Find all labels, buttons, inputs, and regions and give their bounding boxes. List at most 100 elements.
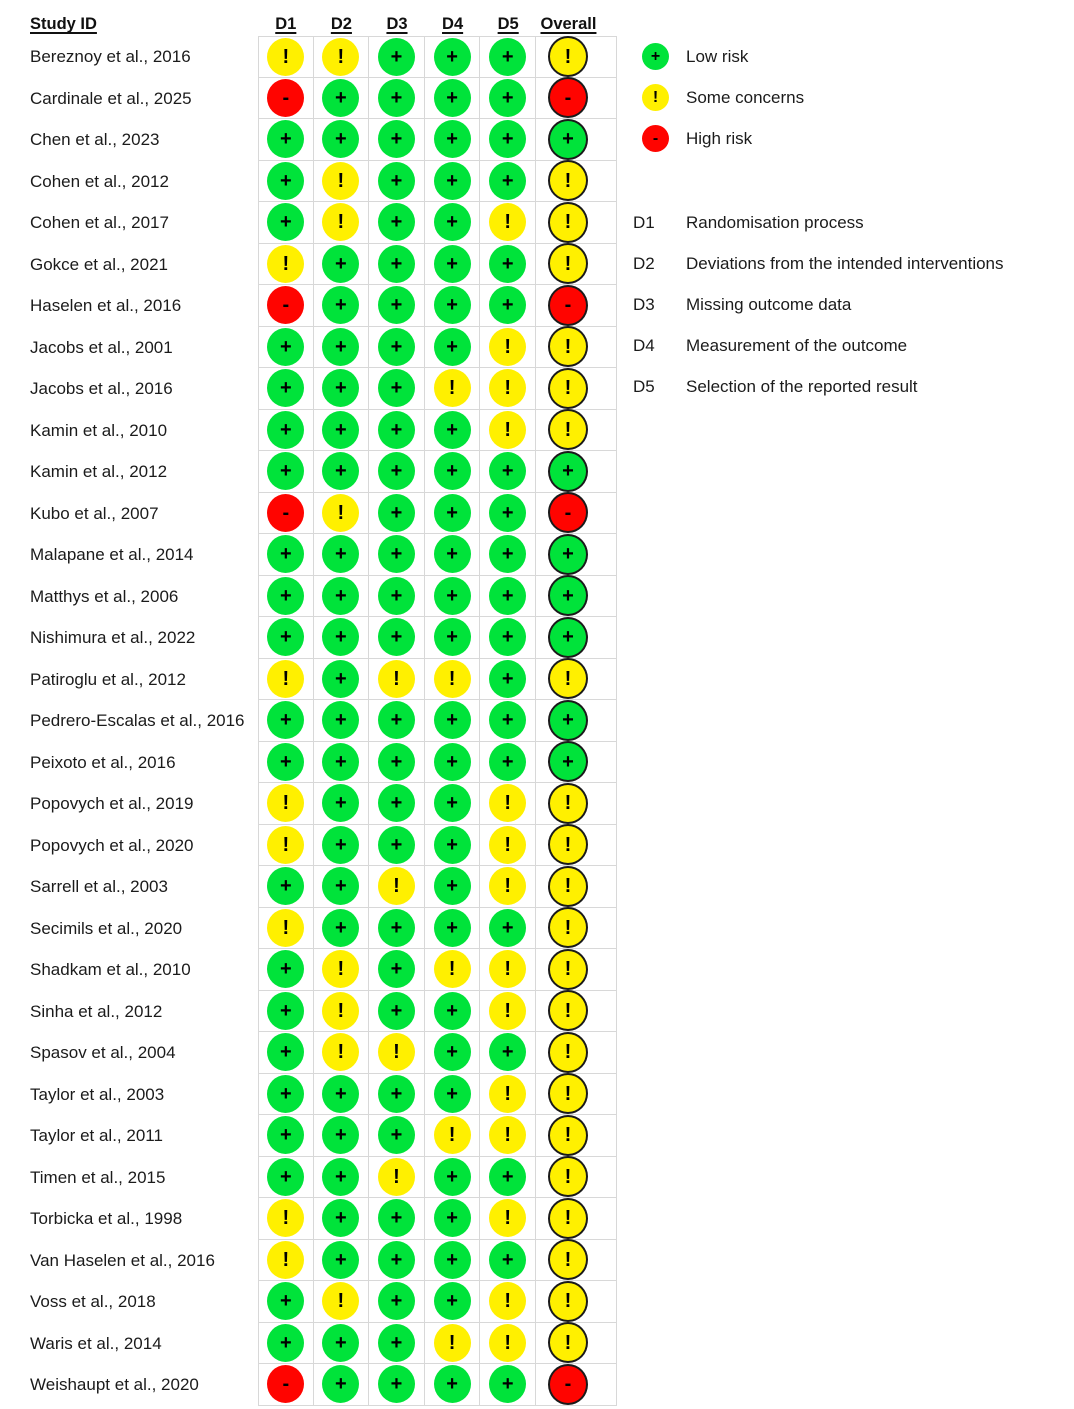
low-risk-icon: + <box>377 78 415 117</box>
low-risk-icon: + <box>322 1157 360 1196</box>
low-risk-icon: + <box>322 1323 360 1362</box>
domain-d2-cell: + <box>313 575 370 617</box>
domain-d5-cell: + <box>480 1032 536 1074</box>
domain-d3-cell: + <box>369 160 425 202</box>
domain-d4-cell: + <box>424 534 481 576</box>
domain-d5-cell: + <box>480 1239 536 1281</box>
some-concerns-icon: ! <box>547 907 588 949</box>
low-risk-icon: + <box>489 618 527 657</box>
domain-d5-cell: ! <box>480 1115 536 1157</box>
overall-cell: ! <box>535 1322 617 1364</box>
low-risk-icon: + <box>377 991 415 1030</box>
study-row: Van Haselen et al., 2016! + + + +! <box>0 1239 617 1281</box>
domain-d2-cell: ! <box>313 202 370 244</box>
low-risk-icon: + <box>322 369 360 408</box>
low-risk-icon: + <box>433 327 471 366</box>
low-risk-icon: + <box>433 1240 471 1279</box>
domain-d4-cell: ! <box>424 1115 481 1157</box>
study-row: Spasov et al., 2004 +!! + +! <box>0 1031 617 1074</box>
domain-d1-cell: + <box>258 575 314 617</box>
low-risk-icon: + <box>322 286 360 325</box>
study-row: Cardinale et al., 2025- + + + + - <box>0 77 617 119</box>
domain-d3-cell: + <box>369 492 425 534</box>
low-risk-icon: + <box>322 1365 360 1404</box>
some-concerns-icon: ! <box>547 36 588 78</box>
some-concerns-icon: ! <box>547 990 588 1032</box>
domain-d2-cell: ! <box>313 990 370 1032</box>
low-risk-icon: + <box>433 867 471 906</box>
domain-d5-cell: + <box>480 907 536 949</box>
domain-d1-cell: + <box>258 368 314 410</box>
low-risk-icon: + <box>377 908 415 947</box>
low-risk-icon: + <box>322 1116 360 1155</box>
some-concerns-icon: ! <box>377 867 415 906</box>
domain-d1-cell: - <box>258 492 314 534</box>
domain-d5-cell: + <box>480 700 536 742</box>
study-row: Jacobs et al., 2016 + + +!!! <box>0 367 617 410</box>
low-risk-icon: + <box>267 742 305 781</box>
overall-cell: ! <box>535 36 617 78</box>
domain-d3-cell: + <box>369 1281 425 1323</box>
domain-d4-cell: + <box>424 451 481 493</box>
domain-d2-cell: + <box>313 1239 370 1281</box>
some-concerns-icon: ! <box>433 1116 471 1155</box>
low-risk-icon: + <box>489 742 527 781</box>
domain-d2-cell: + <box>313 409 370 451</box>
domain-d1-cell: + <box>258 866 314 908</box>
domain-definitions: D1 Randomisation process D2 Deviations f… <box>630 202 1004 407</box>
low-risk-icon: + <box>267 950 305 989</box>
low-risk-icon: + <box>322 825 360 864</box>
domain-id: D5 <box>633 376 655 396</box>
low-risk-icon: + <box>377 701 415 740</box>
low-risk-icon: + <box>489 78 527 117</box>
overall-cell: + <box>535 533 617 576</box>
study-row: Patiroglu et al., 2012! +!! +! <box>0 658 617 700</box>
high-risk-icon: - <box>267 286 305 325</box>
domain-d4-cell: + <box>424 119 481 161</box>
study-label: Patiroglu et al., 2012 <box>30 669 186 689</box>
high-risk-icon: - <box>547 77 588 119</box>
low-risk-icon: + <box>547 118 588 160</box>
domain-d1-cell: + <box>258 119 314 161</box>
study-label: Sarrell et al., 2003 <box>30 877 168 896</box>
study-label: Haselen et al., 2016 <box>30 296 182 315</box>
domain-d3-cell: + <box>369 575 425 617</box>
study-label: Jacobs et al., 2016 <box>30 379 173 398</box>
domain-d1-cell: + <box>258 160 314 202</box>
low-risk-icon: + <box>433 701 471 740</box>
study-label: Popovych et al., 2020 <box>30 835 194 855</box>
some-concerns-icon: ! <box>547 1322 588 1364</box>
some-concerns-icon: ! <box>377 1157 415 1196</box>
domain-d5-cell: + <box>480 160 536 202</box>
domain-d5-cell: ! <box>480 368 536 410</box>
domain-d4-cell: + <box>424 824 481 866</box>
domain-d3-cell: + <box>369 202 425 244</box>
domain-d2-cell: ! <box>313 949 370 991</box>
some-concerns-icon: ! <box>547 1239 588 1281</box>
table-header-row: Study ID D1 D2 D3 D4 D5 Overall <box>0 0 617 36</box>
low-risk-icon: + <box>322 78 360 117</box>
study-row: Shadkam et al., 2010 +! +!!! <box>0 948 617 991</box>
some-concerns-icon: ! <box>547 824 588 866</box>
study-label: Torbicka et al., 1998 <box>30 1209 183 1228</box>
some-concerns-icon: ! <box>433 659 471 698</box>
domain-d1-cell: - <box>258 285 314 327</box>
domain-d3-cell: + <box>369 326 425 368</box>
col-header-d2: D2 <box>330 15 352 33</box>
some-concerns-icon: ! <box>377 1033 415 1072</box>
high-risk-icon: - <box>267 493 305 532</box>
overall-cell: ! <box>535 782 617 825</box>
low-risk-icon: + <box>547 616 588 658</box>
domain-d1-cell: ! <box>258 658 314 700</box>
domain-d5-cell: + <box>480 119 536 161</box>
overall-cell: ! <box>535 658 617 700</box>
some-concerns-icon: ! <box>547 948 588 990</box>
low-risk-icon: + <box>433 244 471 283</box>
domain-d4-cell: + <box>424 866 481 908</box>
low-risk-icon: + <box>267 203 305 242</box>
domain-d4-cell: + <box>424 36 481 78</box>
some-concerns-icon: ! <box>267 825 305 864</box>
some-concerns-icon: ! <box>322 493 360 532</box>
domain-id: D3 <box>633 294 655 314</box>
domain-d2-cell: + <box>313 866 370 908</box>
